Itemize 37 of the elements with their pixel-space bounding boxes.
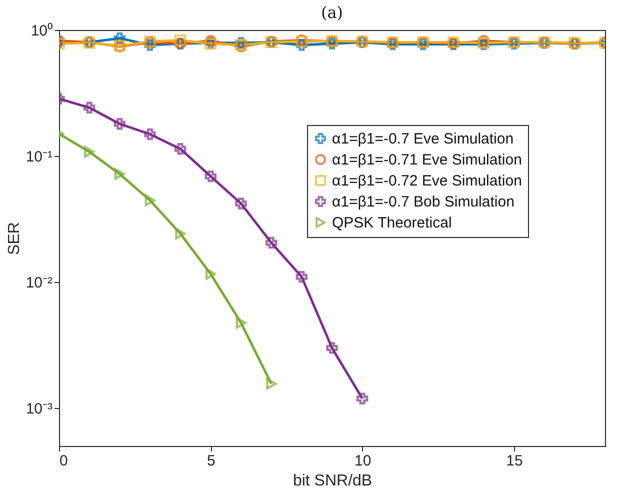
y-tick-label: 10⁻³ [26, 400, 52, 418]
legend-label: α1=β1=-0.7 Bob Simulation [332, 194, 514, 210]
point [84, 146, 95, 158]
point [356, 392, 368, 404]
x-tick-label: 0 [60, 452, 68, 470]
point [144, 128, 156, 140]
point [144, 39, 156, 51]
point [265, 236, 278, 249]
point [174, 143, 186, 155]
legend-label: α1=β1=-0.7 Eve Simulation [332, 130, 514, 148]
y-tick-label: 10⁻² [26, 274, 52, 292]
legend-label: α1=β1=-0.72 Eve Simulation [332, 172, 522, 190]
legend-label: QPSK Theoretical [332, 214, 452, 232]
point [205, 268, 216, 280]
x-tick-label: 10 [354, 452, 372, 470]
point [114, 32, 126, 44]
y-tick-label: 10⁰ [30, 22, 52, 40]
point [266, 378, 277, 390]
point [326, 342, 338, 354]
point [114, 168, 125, 180]
point [83, 102, 96, 114]
point [296, 39, 308, 51]
point [174, 34, 186, 46]
point [204, 170, 217, 182]
chart-title: (a) [320, 3, 344, 22]
point [296, 270, 308, 283]
point [236, 316, 246, 329]
x-tick-label: 5 [206, 452, 216, 470]
point [175, 228, 186, 240]
legend-label: α1=β1=-0.71 Eve Simulation [332, 152, 522, 168]
x-axis-title: bit SNR/dB [292, 472, 372, 490]
point [235, 198, 247, 210]
point [114, 118, 126, 130]
point [144, 194, 156, 206]
y-axis-title: SER [6, 222, 23, 255]
y-tick-label: 10⁻¹ [26, 148, 52, 166]
x-tick-label: 15 [506, 452, 523, 470]
